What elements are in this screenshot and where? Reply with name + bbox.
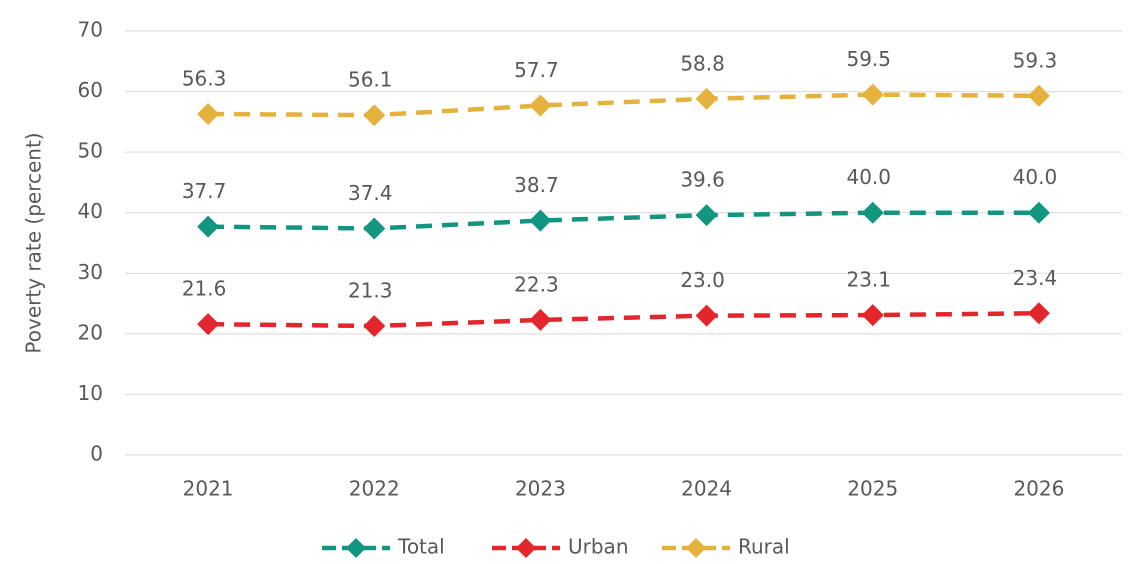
x-tick-label: 2022 <box>349 477 400 501</box>
data-point <box>1027 302 1050 325</box>
data-point <box>1027 84 1050 107</box>
data-point <box>529 209 552 232</box>
data-label: 57.7 <box>514 58 559 82</box>
data-label: 21.6 <box>182 277 227 301</box>
y-axis-title: Poverty rate (percent) <box>22 132 46 353</box>
data-label: 23.0 <box>680 268 725 292</box>
data-point <box>363 104 386 127</box>
y-tick-label: 10 <box>78 381 103 405</box>
data-point <box>363 314 386 337</box>
legend-label: Rural <box>738 535 790 559</box>
data-label: 56.1 <box>348 68 393 92</box>
legend-marker <box>346 538 366 558</box>
data-point <box>1027 201 1050 224</box>
data-label: 37.7 <box>182 179 227 203</box>
data-label: 22.3 <box>514 272 559 296</box>
data-point <box>529 94 552 117</box>
y-tick-label: 0 <box>90 442 103 466</box>
data-label: 23.4 <box>1013 266 1058 290</box>
x-tick-label: 2024 <box>681 477 732 501</box>
y-tick-label: 50 <box>78 139 103 163</box>
data-point <box>197 102 220 125</box>
data-point <box>861 201 884 224</box>
data-point <box>695 87 718 110</box>
data-point <box>861 83 884 106</box>
x-tick-label: 2023 <box>515 477 566 501</box>
data-label: 21.3 <box>348 278 393 302</box>
x-tick-label: 2026 <box>1013 477 1064 501</box>
x-tick-label: 2025 <box>847 477 898 501</box>
legend-label: Urban <box>568 535 629 559</box>
data-label: 38.7 <box>514 173 559 197</box>
y-tick-label: 70 <box>78 18 103 42</box>
data-label: 56.3 <box>182 66 227 90</box>
legend-marker <box>686 538 706 558</box>
data-label: 40.0 <box>1013 165 1058 189</box>
data-point <box>695 204 718 227</box>
series-line <box>208 92 1039 118</box>
y-tick-label: 40 <box>78 199 103 223</box>
data-label: 58.8 <box>680 51 725 75</box>
y-tick-label: 20 <box>78 320 103 344</box>
data-label: 37.4 <box>348 181 393 205</box>
legend-label: Total <box>397 535 445 559</box>
data-point <box>363 217 386 240</box>
data-label: 59.3 <box>1013 48 1058 72</box>
data-label: 39.6 <box>680 168 725 192</box>
data-label: 40.0 <box>846 165 891 189</box>
legend-marker <box>516 538 536 558</box>
data-point <box>529 308 552 331</box>
data-label: 59.5 <box>846 47 891 71</box>
data-point <box>695 304 718 327</box>
y-tick-label: 60 <box>78 78 103 102</box>
series-line <box>208 311 1039 329</box>
x-tick-label: 2021 <box>183 477 234 501</box>
data-point <box>197 313 220 336</box>
y-tick-label: 30 <box>78 260 103 284</box>
data-label: 23.1 <box>846 268 891 292</box>
data-point <box>861 304 884 327</box>
data-point <box>197 215 220 238</box>
series-line <box>208 210 1039 231</box>
